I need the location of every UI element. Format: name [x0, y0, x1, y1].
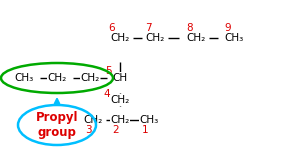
Text: 7: 7: [145, 23, 151, 33]
Text: CH₂: CH₂: [80, 73, 100, 83]
Text: CH: CH: [113, 73, 127, 83]
Text: CH₂: CH₂: [110, 95, 130, 105]
Text: CH₂: CH₂: [146, 33, 165, 43]
Text: CH₂: CH₂: [110, 33, 130, 43]
Text: 5: 5: [105, 66, 111, 76]
Text: 1: 1: [142, 125, 148, 135]
Text: Propyl
group: Propyl group: [36, 111, 78, 139]
Text: 8: 8: [187, 23, 193, 33]
Text: CH₂: CH₂: [186, 33, 206, 43]
Text: 2: 2: [113, 125, 119, 135]
Text: CH₂: CH₂: [110, 115, 130, 125]
Text: CH₃: CH₃: [224, 33, 244, 43]
Text: 3: 3: [85, 125, 91, 135]
Text: CH₂: CH₂: [47, 73, 67, 83]
Text: CH₂: CH₂: [83, 115, 103, 125]
Text: CH₃: CH₃: [139, 115, 158, 125]
Text: 6: 6: [109, 23, 115, 33]
Text: CH₃: CH₃: [14, 73, 34, 83]
Text: 4: 4: [104, 89, 110, 99]
Text: 9: 9: [225, 23, 231, 33]
